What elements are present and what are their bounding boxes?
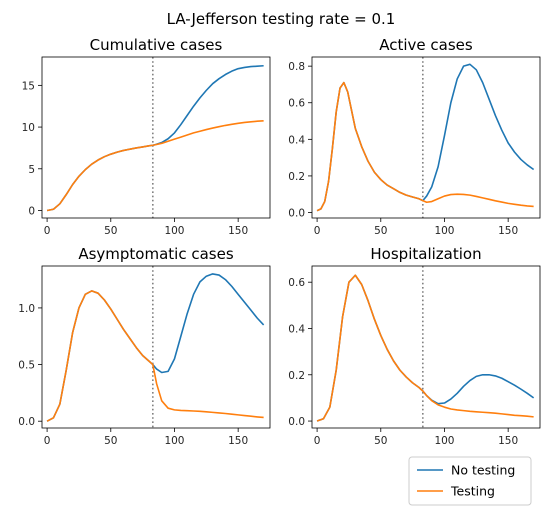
x-tick-label: 150	[498, 225, 518, 237]
y-tick-label: 0.4	[288, 134, 305, 146]
y-tick-label: 0.8	[288, 61, 305, 73]
y-tick-label: 0.0	[18, 416, 35, 428]
series-line-testing	[46, 120, 264, 212]
series-line-no-testing	[46, 64, 264, 212]
y-tick-label: 0.5	[18, 360, 35, 372]
panel-3: Asymptomatic cases 0 50 100 150 0.0 0.5 1.0	[18, 245, 271, 447]
x-tick-label: 150	[228, 225, 248, 237]
y-tick-label: 15	[22, 80, 35, 92]
panel-2: Active cases 0 50 100 150 0.0 0.2 0.4 0.6 0.8	[288, 36, 541, 237]
y-tick-label: 0.6	[288, 98, 305, 110]
x-tick-label: 150	[228, 435, 248, 447]
legend-label: Testing	[450, 484, 495, 499]
x-tick-label: 50	[374, 435, 387, 447]
axes-frame	[311, 56, 541, 219]
legend-label: No testing	[451, 463, 515, 478]
x-tick-label: 100	[164, 225, 184, 237]
y-tick-label: 0.6	[288, 277, 305, 289]
x-tick-label: 100	[164, 435, 184, 447]
axes-frame	[41, 56, 271, 219]
x-tick-label: 50	[104, 225, 117, 237]
panel-title: Hospitalization	[370, 245, 481, 263]
legend-box	[408, 456, 532, 506]
panels: Cumulative cases 0 50 100 150 0 5 10 15 Active ca…	[18, 36, 541, 447]
y-tick-label: 0.2	[288, 370, 305, 382]
series-line-no-testing	[316, 274, 535, 422]
y-tick-label: 0.4	[288, 323, 305, 335]
x-tick-label: 0	[44, 435, 51, 447]
panel-title: Cumulative cases	[90, 36, 223, 54]
x-tick-label: 150	[498, 435, 518, 447]
series-line-testing	[316, 274, 534, 422]
figure-suptitle: LA-Jefferson testing rate = 0.1	[167, 10, 396, 28]
x-tick-label: 100	[434, 435, 454, 447]
y-tick-label: 10	[22, 122, 35, 134]
x-tick-label: 100	[434, 225, 454, 237]
x-tick-label: 50	[374, 225, 387, 237]
panel-4: Hospitalization 0 50 100 150 0.0 0.2 0.4 0.6	[288, 245, 541, 447]
y-tick-label: 0.2	[288, 171, 305, 183]
x-tick-label: 0	[44, 225, 51, 237]
y-tick-label: 0	[28, 205, 35, 217]
series-line-no-testing	[46, 273, 265, 422]
series-line-testing	[316, 81, 534, 212]
panel-title: Active cases	[379, 36, 473, 54]
x-tick-label: 0	[314, 435, 321, 447]
series-line-no-testing	[316, 63, 535, 212]
series-line-testing	[46, 290, 264, 422]
x-tick-label: 0	[314, 225, 321, 237]
panel-title: Asymptomatic cases	[78, 245, 233, 263]
axes-frame	[41, 265, 271, 429]
panel-1: Cumulative cases 0 50 100 150 0 5 10 15	[22, 36, 271, 237]
axes-frame	[311, 265, 541, 429]
y-tick-label: 0.0	[288, 208, 305, 220]
y-tick-label: 1.0	[18, 303, 35, 315]
y-tick-label: 5	[28, 164, 35, 176]
x-tick-label: 50	[104, 435, 117, 447]
y-tick-label: 0.0	[288, 416, 305, 428]
legend: No testing Testing	[408, 456, 532, 506]
